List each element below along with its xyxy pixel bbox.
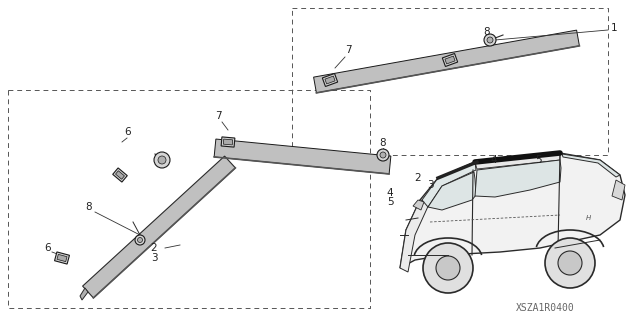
Circle shape <box>545 238 595 288</box>
Polygon shape <box>400 200 430 272</box>
Circle shape <box>423 243 473 293</box>
Polygon shape <box>80 288 88 300</box>
Polygon shape <box>116 171 124 179</box>
Text: XSZA1R0400: XSZA1R0400 <box>516 303 574 313</box>
Polygon shape <box>475 160 561 197</box>
Circle shape <box>436 256 460 280</box>
Text: 7: 7 <box>214 111 221 121</box>
Circle shape <box>154 152 170 168</box>
Circle shape <box>377 149 389 161</box>
Text: H: H <box>586 215 591 221</box>
Text: 2: 2 <box>150 243 157 253</box>
Text: 1: 1 <box>611 23 618 33</box>
Polygon shape <box>475 153 560 169</box>
Polygon shape <box>445 56 455 64</box>
Polygon shape <box>442 54 458 66</box>
Text: 3: 3 <box>427 180 433 190</box>
Polygon shape <box>612 180 625 200</box>
Text: 2: 2 <box>415 173 421 183</box>
Polygon shape <box>422 162 476 207</box>
Text: 4: 4 <box>491 155 497 165</box>
Polygon shape <box>223 139 233 145</box>
Circle shape <box>484 34 496 46</box>
Polygon shape <box>113 168 127 182</box>
Polygon shape <box>54 252 70 264</box>
Text: 6: 6 <box>45 243 51 253</box>
Polygon shape <box>400 153 625 268</box>
Polygon shape <box>314 30 579 93</box>
Polygon shape <box>221 137 235 147</box>
Text: 5: 5 <box>534 155 541 165</box>
Text: 7: 7 <box>345 45 351 55</box>
Polygon shape <box>214 139 391 174</box>
Polygon shape <box>323 73 338 86</box>
Circle shape <box>487 37 493 43</box>
Circle shape <box>158 156 166 164</box>
Circle shape <box>558 251 582 275</box>
Text: 6: 6 <box>125 127 131 137</box>
Polygon shape <box>325 76 335 84</box>
Text: 8: 8 <box>86 202 92 212</box>
Circle shape <box>380 152 386 158</box>
Text: 8: 8 <box>484 27 490 37</box>
Circle shape <box>135 235 145 245</box>
Circle shape <box>138 238 143 242</box>
Text: 5: 5 <box>387 197 394 207</box>
Polygon shape <box>413 200 424 210</box>
Text: 8: 8 <box>380 138 387 148</box>
Polygon shape <box>57 254 67 262</box>
Polygon shape <box>562 154 620 177</box>
Text: 4: 4 <box>387 188 394 198</box>
Text: 3: 3 <box>150 253 157 263</box>
Polygon shape <box>428 172 476 210</box>
Polygon shape <box>83 156 236 298</box>
